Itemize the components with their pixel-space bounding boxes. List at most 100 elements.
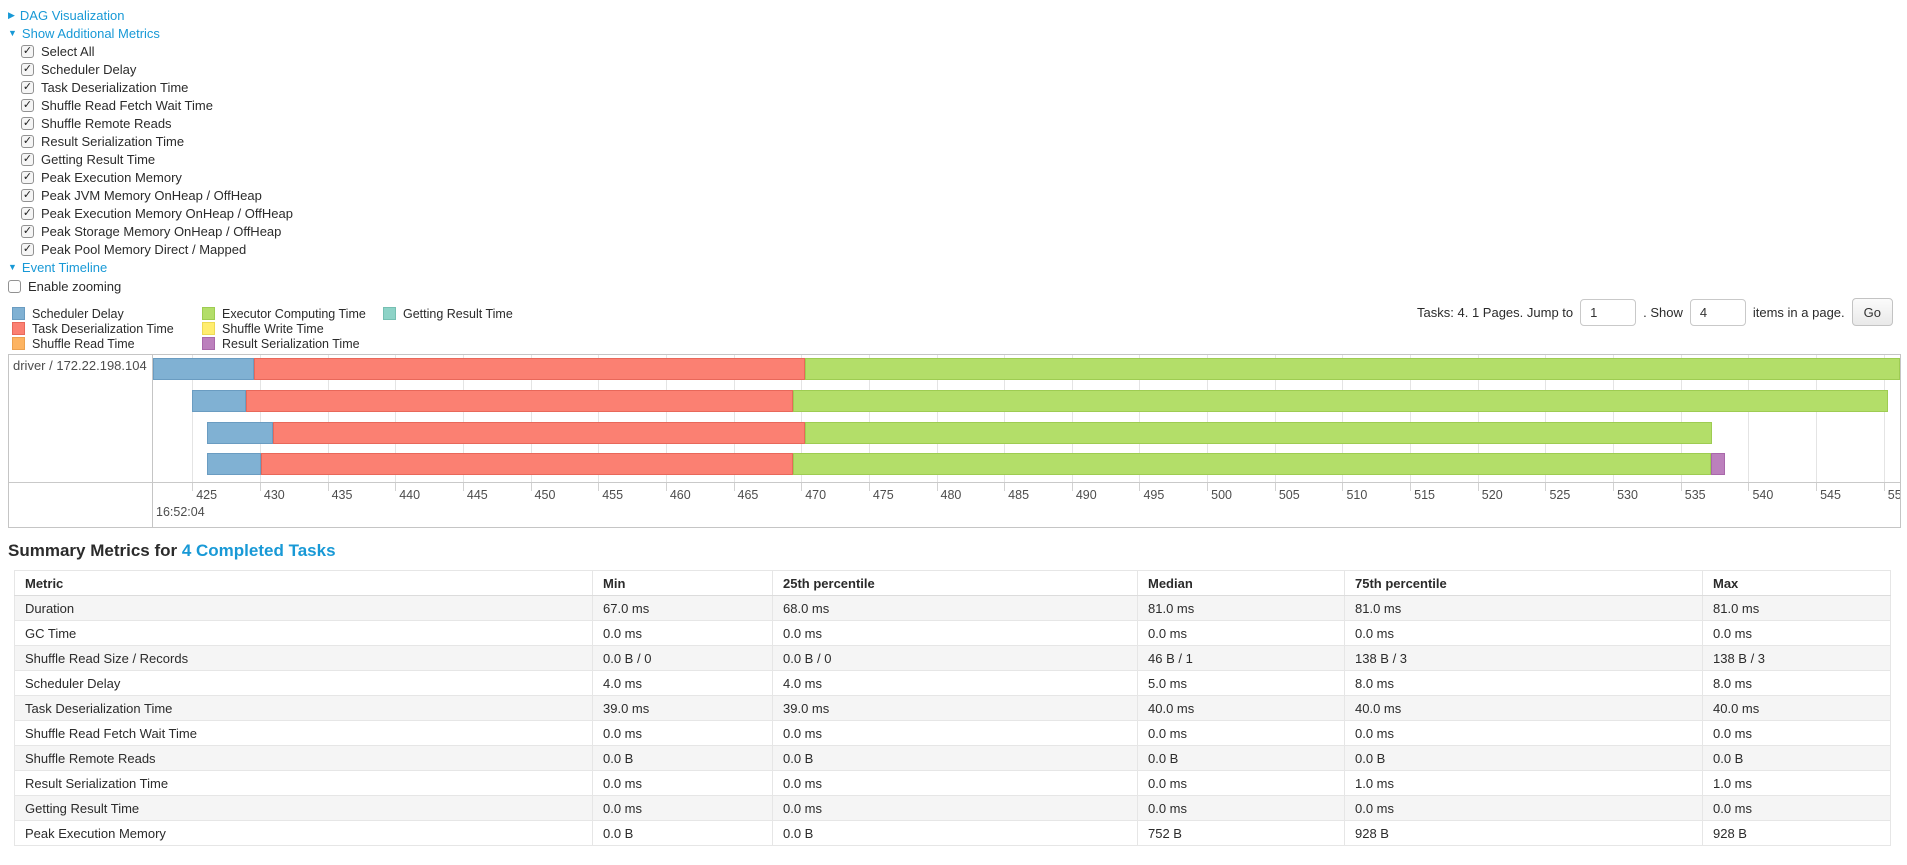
event-timeline-toggle[interactable]: ▼ Event Timeline [8,258,293,276]
axis-tick-label: 450 [534,488,556,502]
metric-name-cell: Result Serialization Time [14,770,593,796]
jump-to-page-input[interactable] [1580,298,1637,326]
metric-checkbox-row: ✓ Shuffle Read Fetch Wait Time [21,96,293,114]
axis-tick-label: 435 [331,488,353,502]
legend-swatch [12,322,25,335]
axis-gridline [1748,355,1750,482]
timeline-task-segment-scheduler-delay[interactable] [207,453,262,476]
axis-tick [530,483,532,491]
legend-item: Task Deserialization Time [12,321,202,336]
metric-checkbox[interactable]: ✓ [21,80,34,94]
metric-name-cell: Task Deserialization Time [14,695,593,721]
timeline-task-segment-result-serialization[interactable] [1710,453,1726,476]
metric-checkbox[interactable]: ✓ [21,224,34,238]
axis-tick [1545,483,1547,491]
axis-tick [598,483,600,491]
timeline-task-segment-executor-computing[interactable] [793,453,1711,476]
axis-tick-label: 485 [1008,488,1030,502]
table-header-cell: 25th percentile [772,570,1138,596]
table-row: Duration 67.0 ms 68.0 ms 81.0 ms 81.0 ms 81.0… [14,595,1891,621]
pagination-suffix-text: items in a page. [1752,304,1845,320]
legend-swatch [383,307,396,320]
metric-checkbox[interactable]: ✓ [21,170,34,184]
executor-group-label: driver / 172.22.198.104 [9,355,153,482]
axis-gridline [1816,355,1818,482]
show-additional-metrics-label: Show Additional Metrics [21,25,160,41]
axis-tick-label: 535 [1684,488,1706,502]
metric-value-cell: 0.0 B [1702,745,1891,771]
axis-tick [1071,483,1073,491]
axis-tick-label: 515 [1414,488,1435,502]
metric-value-cell: 40.0 ms [1344,695,1703,721]
metric-checkbox[interactable]: ✓ [21,98,34,112]
metric-checkbox[interactable]: ✓ [21,44,34,58]
dag-visualization-toggle[interactable]: ▶ DAG Visualization [8,6,293,24]
timeline-task-segment-task-deserialization[interactable] [273,421,806,444]
metric-checkbox-row: ✓ Task Deserialization Time [21,78,293,96]
metric-value-cell: 0.0 B [592,820,773,846]
table-header-row: Metric Min 25th percentile Median 75th perce… [14,570,1891,596]
items-per-page-input[interactable] [1689,298,1746,326]
timeline-plot-area[interactable] [153,355,1900,482]
metric-checkbox-label: Getting Result Time [41,151,156,167]
metric-value-cell: 0.0 ms [1344,620,1703,646]
metric-checkbox[interactable]: ✓ [21,116,34,130]
enable-zooming-checkbox[interactable] [8,279,21,293]
timeline-task-segment-task-deserialization[interactable] [246,389,794,412]
axis-tick [192,483,194,491]
metric-checkbox-label: Peak Execution Memory [41,169,182,185]
show-additional-metrics-toggle[interactable]: ▼ Show Additional Metrics [8,24,293,42]
metric-value-cell: 138 B / 3 [1702,645,1891,671]
metric-value-cell: 0.0 ms [592,795,773,821]
metric-checkbox[interactable]: ✓ [21,134,34,148]
axis-tick [936,483,938,491]
axis-tick-label: 490 [1075,488,1097,502]
axis-gridline [1883,355,1885,482]
axis-tick [327,483,329,491]
axis-gridline [733,355,735,482]
metric-checkbox[interactable]: ✓ [21,62,34,76]
axis-tick [395,483,397,491]
axis-tick [462,483,464,491]
legend-item: Shuffle Read Time [12,336,202,351]
axis-tick-label: 465 [737,488,759,502]
timeline-task-segment-task-deserialization[interactable] [261,453,794,476]
table-row: Task Deserialization Time 39.0 ms 39.0 ms 4… [14,695,1891,721]
chevron-down-icon: ▼ [8,262,17,272]
axis-tick [1274,483,1276,491]
axis-corner-cell [9,483,153,527]
go-button[interactable]: Go [1851,298,1893,326]
metric-checkbox[interactable]: ✓ [21,152,34,166]
legend-item: Executor Computing Time [202,306,383,321]
metric-checkbox[interactable]: ✓ [21,188,34,202]
timeline-task-segment-executor-computing[interactable] [805,358,1900,380]
axis-tick [259,483,261,491]
axis-tick-label: 470 [805,488,827,502]
metric-checkbox[interactable]: ✓ [21,206,34,220]
metric-checkbox-label: Peak Storage Memory OnHeap / OffHeap [41,223,282,239]
timeline-task-segment-task-deserialization[interactable] [254,358,806,380]
axis-gridline [462,355,464,482]
legend-label: Executor Computing Time [222,306,366,321]
axis-gridline [1613,355,1615,482]
metric-checkbox-label: Scheduler Delay [41,61,137,77]
metric-name-cell: Shuffle Read Fetch Wait Time [14,720,593,746]
completed-tasks-link[interactable]: 4 Completed Tasks [181,541,336,560]
metric-checkbox-row: ✓ Peak JVM Memory OnHeap / OffHeap [21,186,293,204]
timeline-task-segment-scheduler-delay[interactable] [207,421,274,444]
timeline-task-segment-executor-computing[interactable] [805,421,1712,444]
timeline-task-segment-executor-computing[interactable] [793,389,1888,412]
axis-tick [1207,483,1209,491]
axis-tick [868,483,870,491]
legend-swatch [202,337,215,350]
axis-tick-label: 475 [872,488,894,502]
timeline-task-segment-scheduler-delay[interactable] [192,389,247,412]
metric-value-cell: 0.0 ms [1137,770,1345,796]
axis-tick-label: 520 [1481,488,1503,502]
timeline-task-segment-scheduler-delay[interactable] [153,358,255,380]
legend-label: Task Deserialization Time [32,321,174,336]
axis-gridline [1410,355,1412,482]
metric-checkbox[interactable]: ✓ [21,242,34,256]
metric-value-cell: 5.0 ms [1137,670,1345,696]
metric-value-cell: 0.0 B [592,745,773,771]
